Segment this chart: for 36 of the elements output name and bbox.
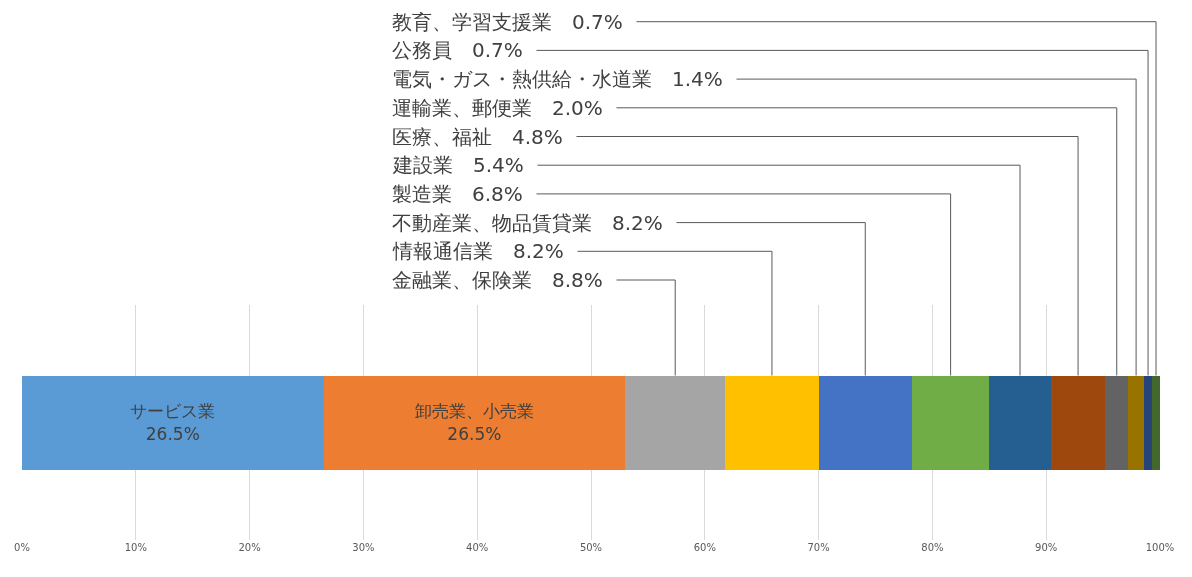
x-tick-label: 0% — [14, 542, 30, 553]
bar — [625, 375, 726, 470]
text: 電気・ガス・熱供給・水道業 1.4% — [392, 67, 723, 91]
bar — [323, 375, 626, 470]
bar — [989, 375, 1051, 470]
text: 医療、福祉 4.8% — [392, 125, 563, 149]
text: 不動産業、物品賃貸業 8.2% — [392, 211, 663, 235]
text: 情報通信業 8.2% — [393, 239, 564, 263]
text: 金融業、保険業 8.8% — [392, 268, 603, 292]
series-label: サービス業 — [130, 401, 216, 422]
data-label: 26.5% — [447, 423, 502, 444]
bar — [725, 375, 819, 470]
bar — [911, 375, 990, 470]
text: 製造業 6.8% — [392, 182, 523, 206]
bar — [1144, 375, 1153, 470]
bar — [818, 375, 912, 470]
text: 教育、学習支援業 0.7% — [392, 10, 623, 34]
x-tick-label: 50% — [579, 542, 603, 553]
x-tick-label: 70% — [807, 542, 830, 553]
text: 建設業 5.4% — [393, 153, 524, 177]
x-tick-label: 60% — [693, 542, 716, 553]
x-tick-label: 20% — [238, 542, 261, 553]
data-label: 26.5% — [145, 423, 200, 444]
bar — [1152, 375, 1160, 470]
bar — [1128, 375, 1145, 470]
x-tick-label: 10% — [124, 542, 147, 553]
x-tick-label: 80% — [921, 542, 944, 553]
x-tick-label: 100% — [1145, 542, 1175, 553]
series-label: 卸売業、小売業 — [414, 401, 534, 422]
x-tick-label: 30% — [352, 542, 375, 553]
text: 運輸業、郵便業 2.0% — [392, 96, 603, 120]
bar — [22, 375, 324, 470]
x-tick-label: 90% — [1035, 542, 1058, 553]
text: 公務員 0.7% — [392, 38, 523, 62]
x-tick-label: 40% — [466, 542, 489, 553]
bar — [1050, 375, 1106, 470]
